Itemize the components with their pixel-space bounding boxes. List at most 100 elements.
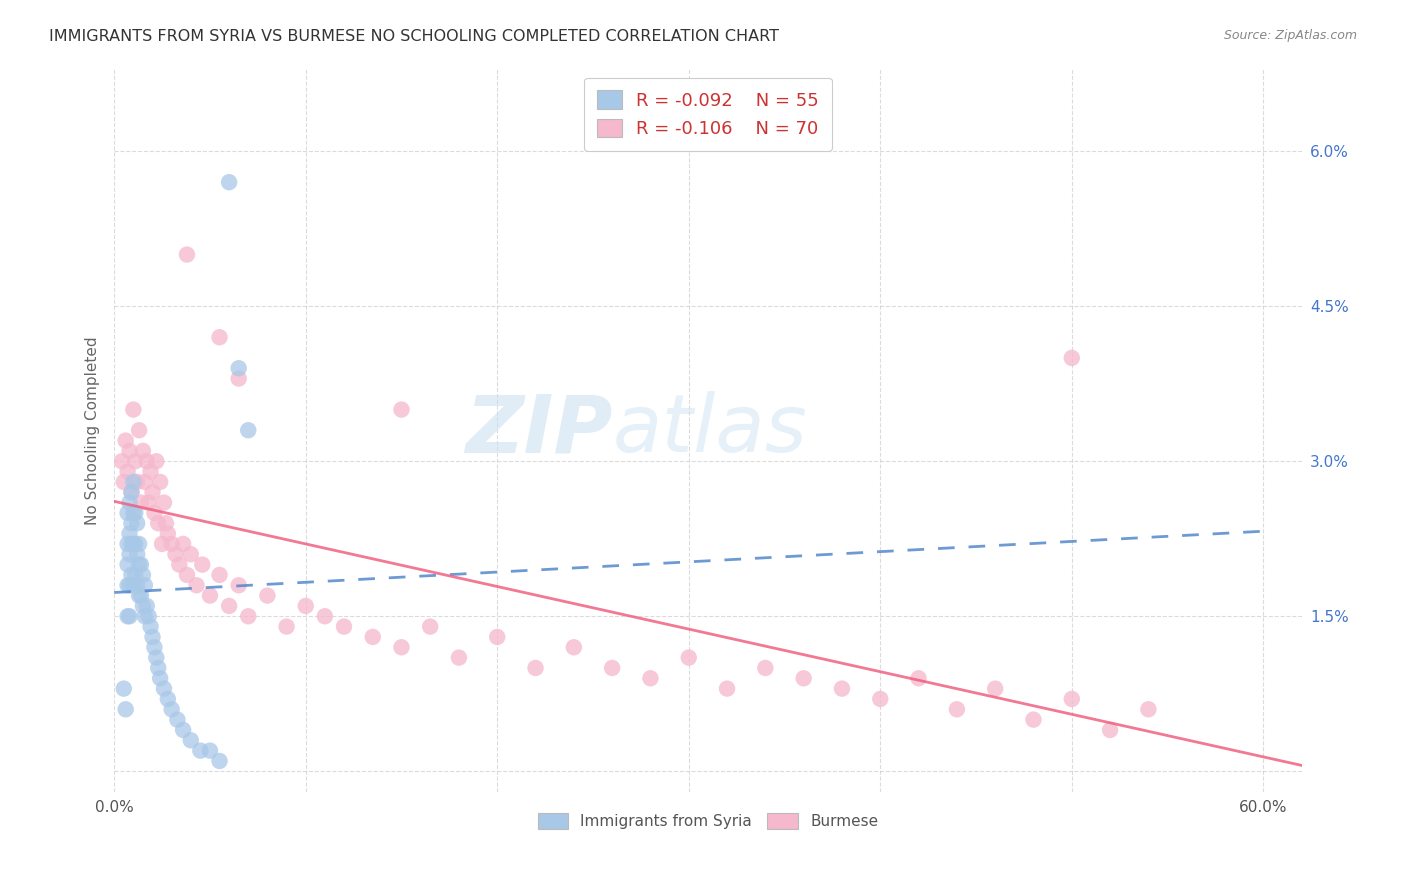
Point bbox=[314, 609, 336, 624]
Point bbox=[1137, 702, 1160, 716]
Point bbox=[218, 175, 240, 189]
Point bbox=[160, 537, 183, 551]
Point bbox=[148, 516, 170, 531]
Point bbox=[128, 589, 150, 603]
Point bbox=[361, 630, 384, 644]
Point bbox=[524, 661, 547, 675]
Point bbox=[143, 640, 166, 655]
Point bbox=[124, 537, 146, 551]
Point bbox=[122, 402, 145, 417]
Point bbox=[149, 671, 172, 685]
Point bbox=[486, 630, 509, 644]
Point bbox=[153, 681, 176, 696]
Point bbox=[256, 589, 278, 603]
Point bbox=[276, 619, 298, 633]
Point bbox=[228, 371, 250, 385]
Point bbox=[228, 578, 250, 592]
Point bbox=[169, 558, 191, 572]
Point bbox=[176, 247, 198, 261]
Point bbox=[127, 578, 149, 592]
Point bbox=[678, 650, 700, 665]
Point bbox=[135, 599, 157, 613]
Point bbox=[127, 516, 149, 531]
Point bbox=[145, 650, 167, 665]
Point bbox=[120, 516, 142, 531]
Text: ZIP: ZIP bbox=[465, 392, 613, 469]
Point bbox=[134, 609, 156, 624]
Point bbox=[127, 547, 149, 561]
Point bbox=[118, 444, 141, 458]
Point bbox=[238, 609, 260, 624]
Text: atlas: atlas bbox=[613, 392, 807, 469]
Text: IMMIGRANTS FROM SYRIA VS BURMESE NO SCHOOLING COMPLETED CORRELATION CHART: IMMIGRANTS FROM SYRIA VS BURMESE NO SCHO… bbox=[49, 29, 779, 44]
Legend: Immigrants from Syria, Burmese: Immigrants from Syria, Burmese bbox=[531, 806, 884, 835]
Point bbox=[191, 558, 214, 572]
Point bbox=[135, 454, 157, 468]
Point bbox=[129, 558, 152, 572]
Point bbox=[165, 547, 187, 561]
Point bbox=[141, 485, 163, 500]
Point bbox=[122, 475, 145, 489]
Point bbox=[1060, 351, 1083, 365]
Point bbox=[132, 599, 155, 613]
Point bbox=[238, 423, 260, 437]
Point bbox=[160, 702, 183, 716]
Point bbox=[139, 465, 162, 479]
Point bbox=[198, 744, 221, 758]
Point bbox=[118, 547, 141, 561]
Point bbox=[122, 578, 145, 592]
Point bbox=[180, 733, 202, 747]
Point bbox=[186, 578, 208, 592]
Point bbox=[138, 609, 160, 624]
Point bbox=[228, 361, 250, 376]
Point bbox=[112, 475, 135, 489]
Point bbox=[640, 671, 662, 685]
Point bbox=[831, 681, 853, 696]
Point bbox=[132, 444, 155, 458]
Point bbox=[117, 537, 139, 551]
Point bbox=[754, 661, 776, 675]
Point bbox=[907, 671, 929, 685]
Point bbox=[120, 537, 142, 551]
Point bbox=[143, 506, 166, 520]
Point bbox=[198, 589, 221, 603]
Point bbox=[117, 506, 139, 520]
Point bbox=[294, 599, 316, 613]
Point bbox=[117, 609, 139, 624]
Point bbox=[208, 754, 231, 768]
Point bbox=[1099, 723, 1122, 737]
Point bbox=[391, 402, 413, 417]
Point bbox=[180, 547, 202, 561]
Point bbox=[391, 640, 413, 655]
Point bbox=[155, 516, 177, 531]
Point bbox=[869, 692, 891, 706]
Point bbox=[333, 619, 356, 633]
Point bbox=[156, 526, 179, 541]
Point bbox=[153, 495, 176, 509]
Point bbox=[132, 568, 155, 582]
Y-axis label: No Schooling Completed: No Schooling Completed bbox=[86, 336, 100, 524]
Point bbox=[218, 599, 240, 613]
Point bbox=[127, 475, 149, 489]
Point bbox=[419, 619, 441, 633]
Text: Source: ZipAtlas.com: Source: ZipAtlas.com bbox=[1223, 29, 1357, 42]
Point bbox=[118, 609, 141, 624]
Point bbox=[120, 485, 142, 500]
Point bbox=[166, 713, 188, 727]
Point bbox=[122, 537, 145, 551]
Point bbox=[111, 454, 134, 468]
Point bbox=[114, 702, 136, 716]
Point bbox=[128, 423, 150, 437]
Point bbox=[117, 465, 139, 479]
Point bbox=[600, 661, 623, 675]
Point bbox=[208, 330, 231, 344]
Point bbox=[141, 630, 163, 644]
Point bbox=[124, 506, 146, 520]
Point bbox=[118, 526, 141, 541]
Point bbox=[148, 661, 170, 675]
Point bbox=[129, 495, 152, 509]
Point bbox=[139, 619, 162, 633]
Point bbox=[124, 568, 146, 582]
Point bbox=[150, 537, 173, 551]
Point bbox=[117, 578, 139, 592]
